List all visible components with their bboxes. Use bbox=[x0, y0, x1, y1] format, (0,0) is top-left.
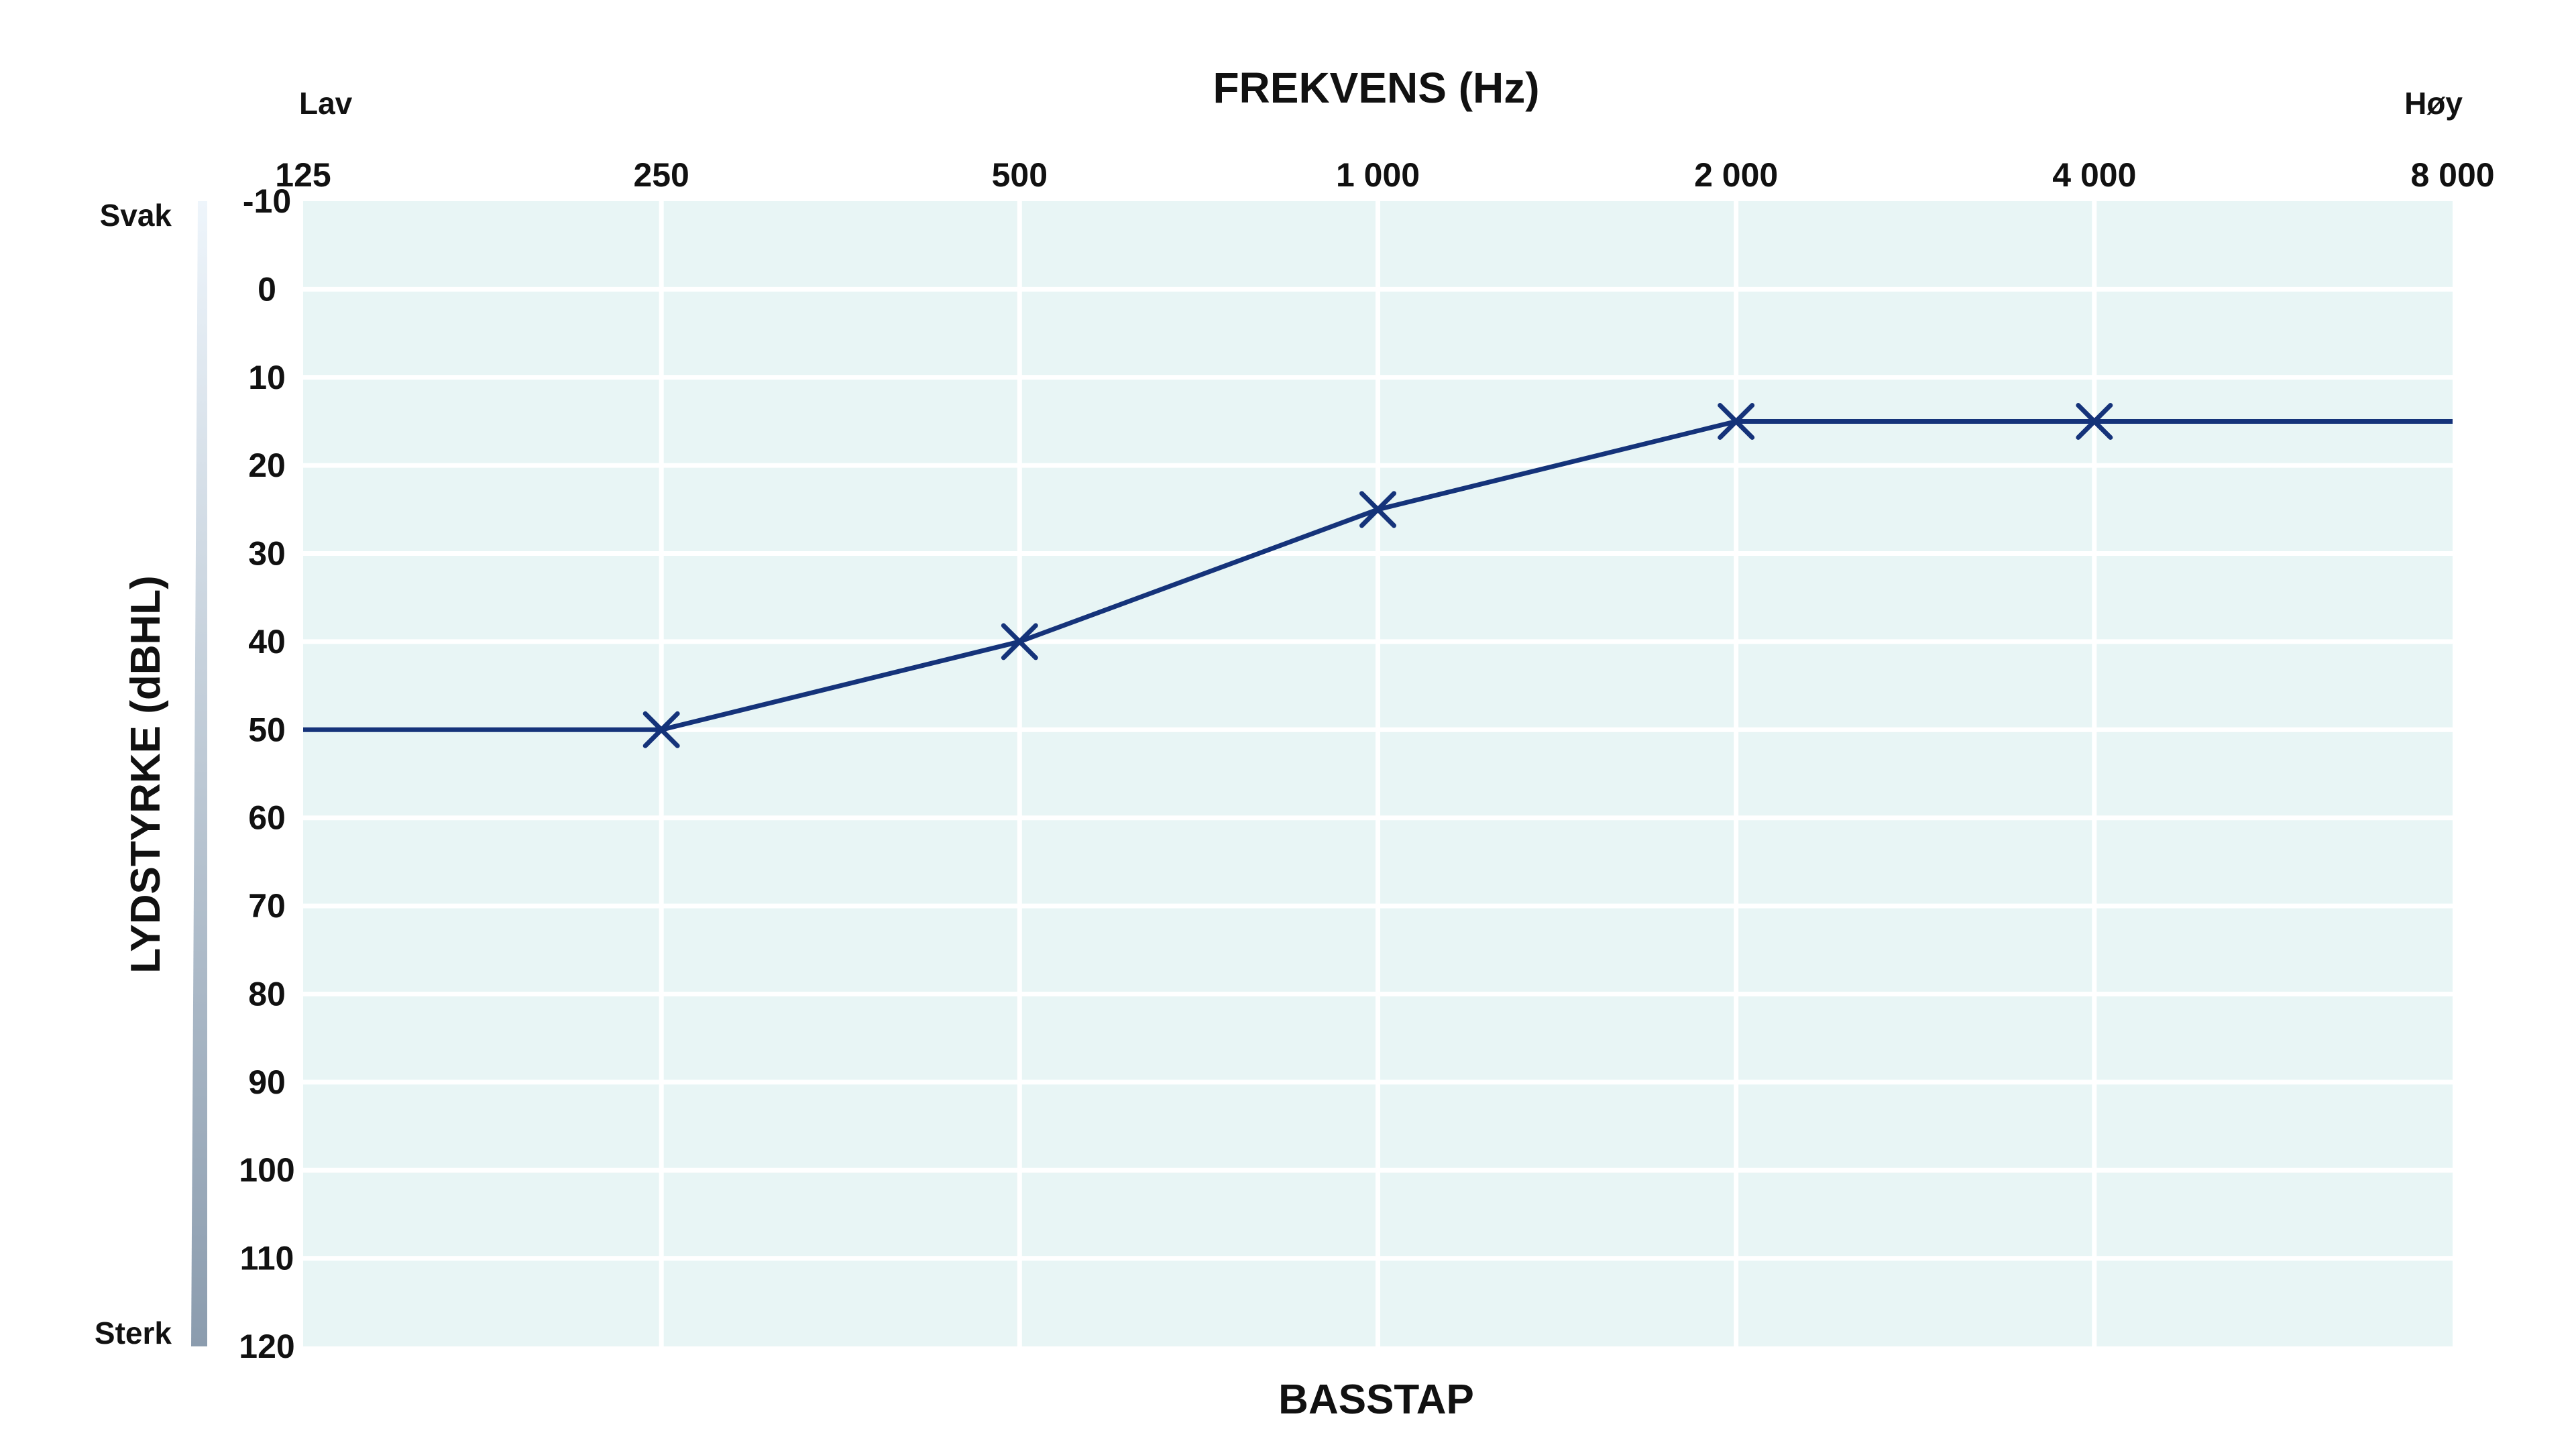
x-tick-label: 2 000 bbox=[1694, 156, 1778, 194]
y-tick-label: -10 bbox=[243, 182, 291, 220]
y-tick-label: 0 bbox=[258, 270, 276, 308]
grid-lines bbox=[303, 201, 2453, 1346]
y-tick-label: 50 bbox=[248, 711, 286, 748]
x-tick-label: 250 bbox=[633, 156, 689, 194]
chart-title: FREKVENS (Hz) bbox=[1213, 64, 1539, 112]
y-tick-label: 30 bbox=[248, 535, 286, 573]
x-high-end-label: Høy bbox=[2404, 86, 2463, 121]
x-tick-label: 125 bbox=[275, 156, 331, 194]
hearing-threshold-series bbox=[303, 402, 2453, 748]
y-tick-labels: -10 0 10 20 30 40 50 60 70 80 90 100 110 120 bbox=[239, 182, 294, 1365]
y-tick-label: 100 bbox=[239, 1151, 294, 1189]
y-tick-label: 20 bbox=[248, 447, 286, 484]
data-point-x-marker bbox=[2076, 402, 2113, 440]
y-tick-label: 90 bbox=[248, 1063, 286, 1101]
data-point-x-marker bbox=[1359, 491, 1396, 528]
loudness-scale-bar bbox=[191, 201, 207, 1346]
x-tick-label: 4 000 bbox=[2052, 156, 2136, 194]
x-low-end-label: Lav bbox=[299, 86, 353, 121]
y-top-end-label: Svak bbox=[100, 198, 172, 233]
x-tick-label: 8 000 bbox=[2410, 156, 2494, 194]
data-point-x-marker bbox=[1001, 623, 1038, 660]
y-tick-label: 60 bbox=[248, 799, 286, 837]
x-tick-labels: 125 250 500 1 000 2 000 4 000 8 000 bbox=[275, 156, 2494, 194]
y-tick-label: 80 bbox=[248, 975, 286, 1012]
y-tick-label: 10 bbox=[248, 359, 286, 396]
chart-subtitle: BASSTAP bbox=[1278, 1377, 1474, 1423]
y-bottom-end-label: Sterk bbox=[95, 1316, 172, 1350]
y-tick-label: 110 bbox=[240, 1240, 294, 1277]
y-tick-label: 70 bbox=[248, 887, 286, 925]
y-tick-label: 120 bbox=[239, 1328, 294, 1365]
data-point-x-marker bbox=[1718, 402, 1755, 440]
data-point-x-marker bbox=[642, 711, 680, 748]
y-axis-label: LYDSTYRKE (dBHL) bbox=[123, 575, 169, 974]
x-tick-label: 1 000 bbox=[1336, 156, 1420, 194]
x-tick-label: 500 bbox=[992, 156, 1048, 194]
y-tick-label: 40 bbox=[248, 623, 286, 660]
